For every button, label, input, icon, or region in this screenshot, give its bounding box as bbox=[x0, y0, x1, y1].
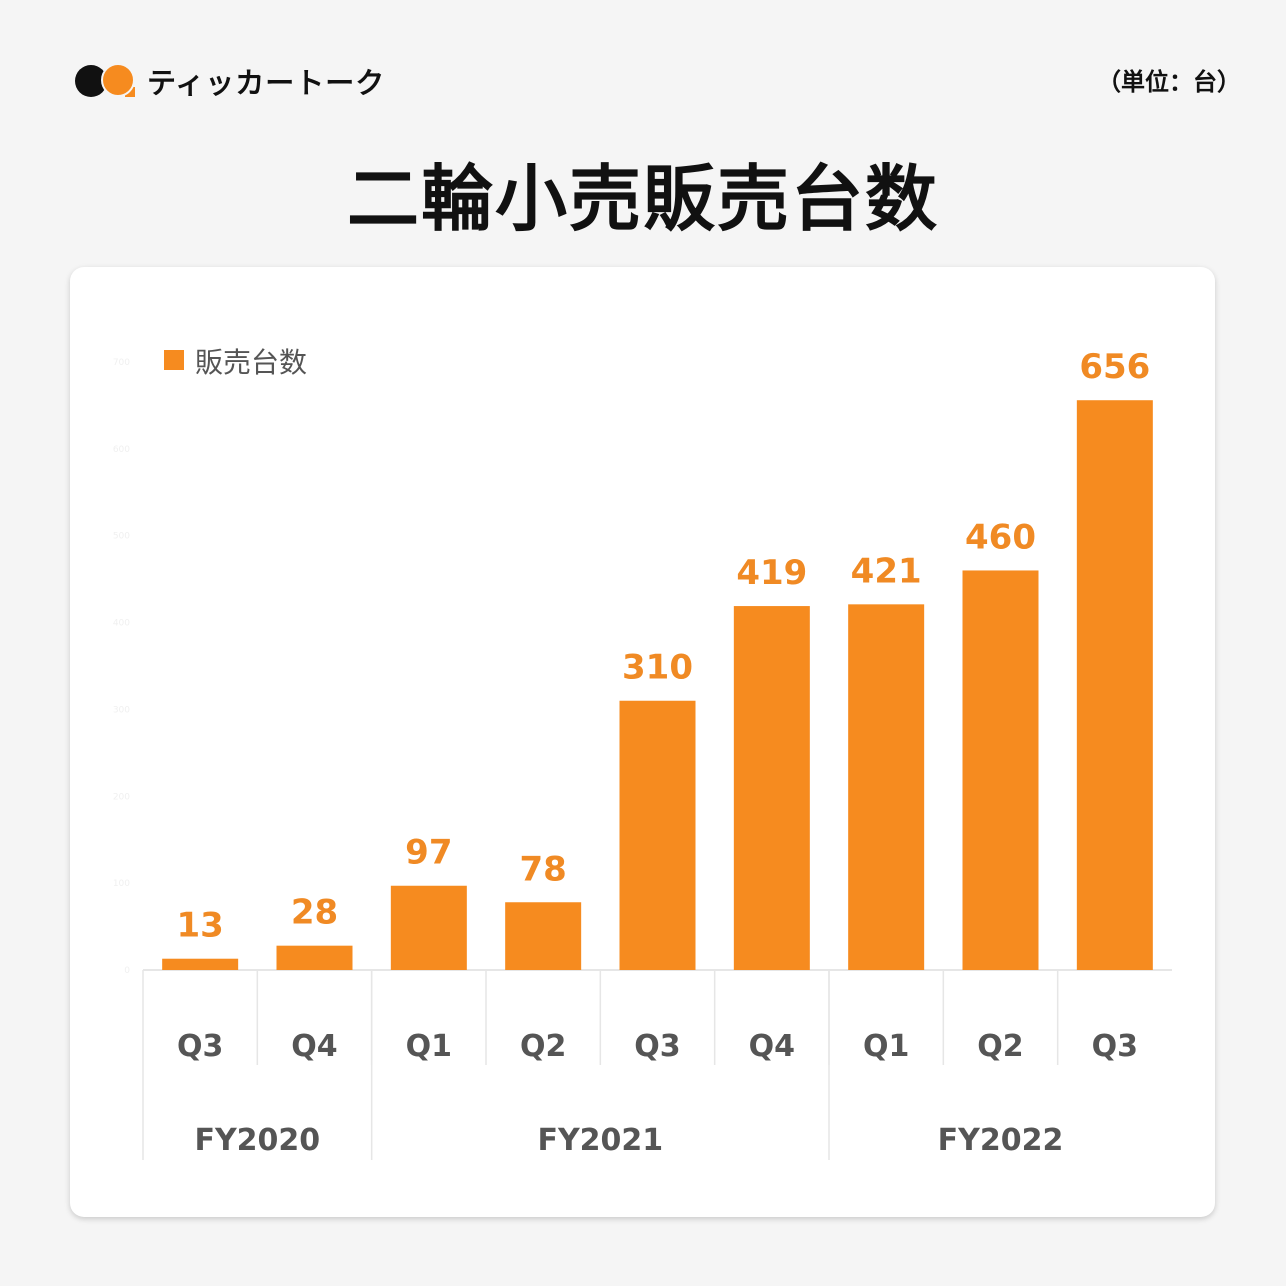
x-tick-label: Q2 bbox=[977, 1029, 1023, 1064]
x-tick-label: Q3 bbox=[634, 1029, 680, 1064]
data-label: 97 bbox=[405, 833, 452, 873]
data-label: 460 bbox=[965, 517, 1036, 557]
x-tick-label: Q1 bbox=[406, 1029, 452, 1064]
bar bbox=[390, 885, 467, 970]
y-tick-label: 100 bbox=[113, 879, 130, 889]
bar bbox=[962, 570, 1039, 970]
bar bbox=[848, 604, 925, 970]
brand-logo: ティッカートーク bbox=[75, 60, 385, 102]
bar bbox=[1076, 400, 1153, 970]
data-label: 78 bbox=[520, 849, 567, 889]
y-tick-label: 700 bbox=[113, 358, 130, 368]
y-tick-label: 0 bbox=[124, 966, 130, 976]
data-label: 419 bbox=[736, 553, 807, 593]
bar bbox=[162, 958, 239, 970]
y-tick-label: 200 bbox=[113, 792, 130, 802]
x-tick-label: Q2 bbox=[520, 1029, 566, 1064]
x-tick-label: Q3 bbox=[1092, 1029, 1138, 1064]
data-label: 28 bbox=[291, 893, 338, 933]
x-tick-label: Q3 bbox=[177, 1029, 223, 1064]
y-tick-label: 400 bbox=[113, 619, 130, 629]
bar bbox=[505, 902, 582, 970]
x-tick-label: Q1 bbox=[863, 1029, 909, 1064]
y-tick-label: 500 bbox=[113, 532, 130, 542]
group-label: FY2020 bbox=[194, 1123, 320, 1158]
group-label: FY2021 bbox=[537, 1123, 663, 1158]
data-label: 13 bbox=[177, 906, 224, 946]
data-label: 421 bbox=[851, 551, 922, 591]
bar bbox=[276, 945, 353, 970]
logo-icon bbox=[75, 63, 137, 99]
legend-swatch bbox=[164, 350, 184, 370]
y-tick-label: 600 bbox=[113, 445, 130, 455]
chart-title: 二輪小売販売台数 bbox=[346, 157, 939, 241]
brand-name: ティッカートーク bbox=[147, 66, 386, 100]
group-label: FY2022 bbox=[938, 1123, 1064, 1158]
y-tick-label: 300 bbox=[113, 705, 130, 715]
data-label: 656 bbox=[1079, 347, 1150, 387]
bar bbox=[619, 700, 696, 970]
legend-label: 販売台数 bbox=[195, 346, 307, 379]
x-tick-label: Q4 bbox=[749, 1029, 795, 1064]
data-label: 310 bbox=[622, 648, 693, 688]
x-tick-label: Q4 bbox=[291, 1029, 337, 1064]
unit-label: （単位：台） bbox=[1097, 68, 1241, 96]
bar bbox=[733, 606, 810, 970]
